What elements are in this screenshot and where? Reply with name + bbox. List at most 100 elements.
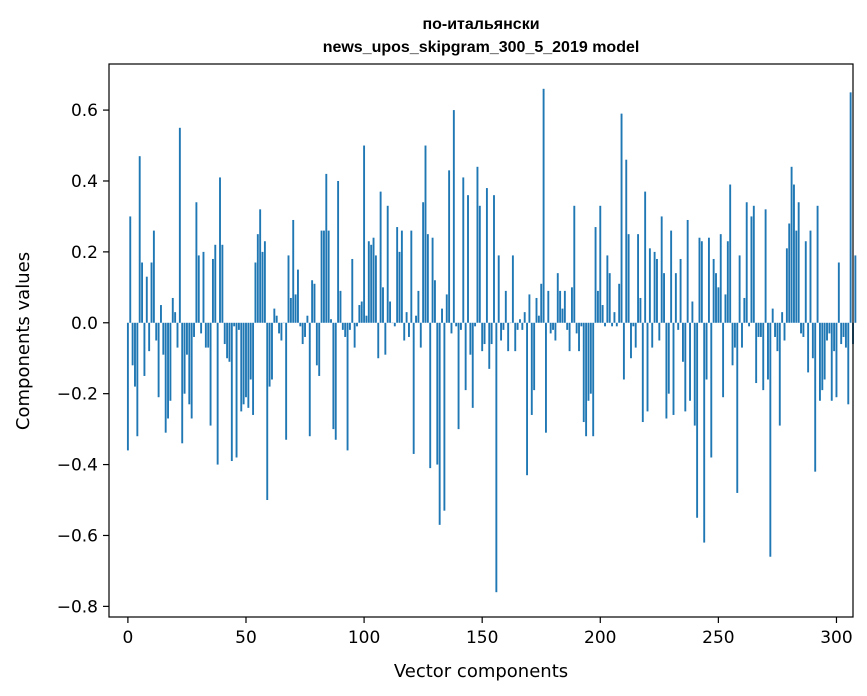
x-tick-label: 50 bbox=[235, 628, 257, 648]
bar-component-118 bbox=[405, 312, 408, 323]
bar-component-84 bbox=[325, 173, 328, 323]
bar-component-76 bbox=[306, 315, 309, 323]
bar-component-121 bbox=[412, 322, 415, 454]
bar-component-65 bbox=[280, 322, 283, 341]
bar-component-291 bbox=[814, 322, 817, 472]
bar-component-146 bbox=[471, 322, 474, 408]
bar-component-173 bbox=[535, 297, 538, 323]
bar-component-10 bbox=[150, 262, 153, 323]
bar-component-99 bbox=[360, 301, 363, 323]
bar-component-79 bbox=[313, 283, 316, 323]
bar-component-153 bbox=[488, 322, 491, 369]
bar-component-229 bbox=[667, 322, 670, 394]
bar-component-106 bbox=[377, 322, 380, 359]
bar-component-144 bbox=[467, 195, 469, 323]
bar-component-206 bbox=[613, 312, 616, 323]
bar-component-249 bbox=[715, 273, 717, 323]
bar-component-38 bbox=[216, 322, 219, 465]
bar-component-267 bbox=[757, 322, 760, 337]
bar-component-138 bbox=[452, 110, 455, 323]
bar-component-178 bbox=[547, 290, 550, 323]
y-axis-label: Components values bbox=[13, 252, 34, 430]
bar-component-292 bbox=[816, 205, 819, 323]
bar-component-124 bbox=[419, 322, 422, 348]
bar-component-127 bbox=[426, 234, 429, 323]
bars bbox=[126, 88, 857, 593]
y-tick-label: −0.8 bbox=[57, 597, 98, 617]
bar-component-110 bbox=[386, 205, 389, 323]
bar-component-28 bbox=[193, 322, 195, 337]
bar-component-216 bbox=[637, 234, 640, 323]
bar-component-159 bbox=[502, 322, 505, 330]
bar-component-226 bbox=[660, 216, 663, 323]
bar-component-139 bbox=[455, 322, 458, 327]
bar-component-133 bbox=[441, 308, 443, 323]
bar-component-295 bbox=[823, 322, 826, 380]
bar-component-36 bbox=[211, 258, 214, 323]
bar-component-45 bbox=[233, 322, 236, 327]
bar-component-34 bbox=[207, 322, 210, 348]
y-tick-label: 0.4 bbox=[71, 172, 98, 192]
bar-component-176 bbox=[542, 88, 545, 323]
bar-component-308 bbox=[854, 255, 857, 323]
bar-component-54 bbox=[254, 262, 257, 323]
bar-component-136 bbox=[448, 170, 451, 323]
bar-component-26 bbox=[188, 322, 191, 405]
bar-component-250 bbox=[717, 287, 720, 323]
bar-component-210 bbox=[622, 322, 625, 380]
bar-component-104 bbox=[372, 237, 375, 323]
bar-component-0 bbox=[126, 322, 129, 451]
bar-component-81 bbox=[318, 322, 321, 376]
bar-component-134 bbox=[443, 322, 446, 511]
bar-component-251 bbox=[719, 234, 722, 323]
x-tick-label: 300 bbox=[820, 628, 852, 648]
bar-component-122 bbox=[415, 315, 417, 323]
bar-component-202 bbox=[604, 322, 606, 327]
bar-component-40 bbox=[221, 244, 224, 323]
bar-component-186 bbox=[566, 322, 569, 330]
bar-component-101 bbox=[365, 315, 368, 323]
bar-component-17 bbox=[167, 322, 169, 419]
bar-component-227 bbox=[663, 273, 665, 323]
bar-component-41 bbox=[223, 322, 226, 345]
bar-component-33 bbox=[204, 322, 207, 348]
bar-component-158 bbox=[500, 322, 503, 341]
bar-component-260 bbox=[741, 322, 743, 348]
bar-component-177 bbox=[545, 322, 547, 433]
bar-component-256 bbox=[731, 322, 734, 366]
bar-component-179 bbox=[549, 322, 552, 334]
bar-component-19 bbox=[171, 297, 174, 323]
bar-component-31 bbox=[200, 322, 203, 334]
bar-component-212 bbox=[627, 234, 630, 323]
bar-component-240 bbox=[693, 322, 696, 426]
bar-component-24 bbox=[183, 322, 186, 394]
bar-component-154 bbox=[490, 322, 493, 345]
bar-component-297 bbox=[828, 322, 831, 334]
bar-component-75 bbox=[304, 322, 306, 337]
bar-component-284 bbox=[797, 202, 800, 323]
bar-component-51 bbox=[247, 322, 250, 408]
bar-component-1 bbox=[129, 216, 132, 323]
bar-component-25 bbox=[186, 322, 188, 355]
bar-component-102 bbox=[367, 241, 370, 323]
bar-component-16 bbox=[164, 322, 167, 433]
bar-component-92 bbox=[344, 322, 347, 337]
bar-component-55 bbox=[256, 234, 259, 323]
bar-component-8 bbox=[145, 276, 148, 323]
bar-component-259 bbox=[738, 255, 741, 323]
bar-component-252 bbox=[722, 322, 725, 398]
bar-component-13 bbox=[157, 322, 160, 398]
bar-component-175 bbox=[540, 283, 543, 323]
bar-component-42 bbox=[226, 322, 229, 359]
bar-component-30 bbox=[197, 255, 200, 323]
bar-component-288 bbox=[807, 322, 810, 373]
bar-component-234 bbox=[679, 258, 682, 323]
bar-component-253 bbox=[724, 294, 727, 323]
bar-component-274 bbox=[774, 322, 776, 337]
bar-component-9 bbox=[148, 322, 151, 352]
bar-component-91 bbox=[341, 322, 344, 330]
bar-component-18 bbox=[169, 322, 172, 401]
y-tick-label: −0.4 bbox=[57, 456, 98, 476]
bar-component-161 bbox=[507, 322, 510, 352]
